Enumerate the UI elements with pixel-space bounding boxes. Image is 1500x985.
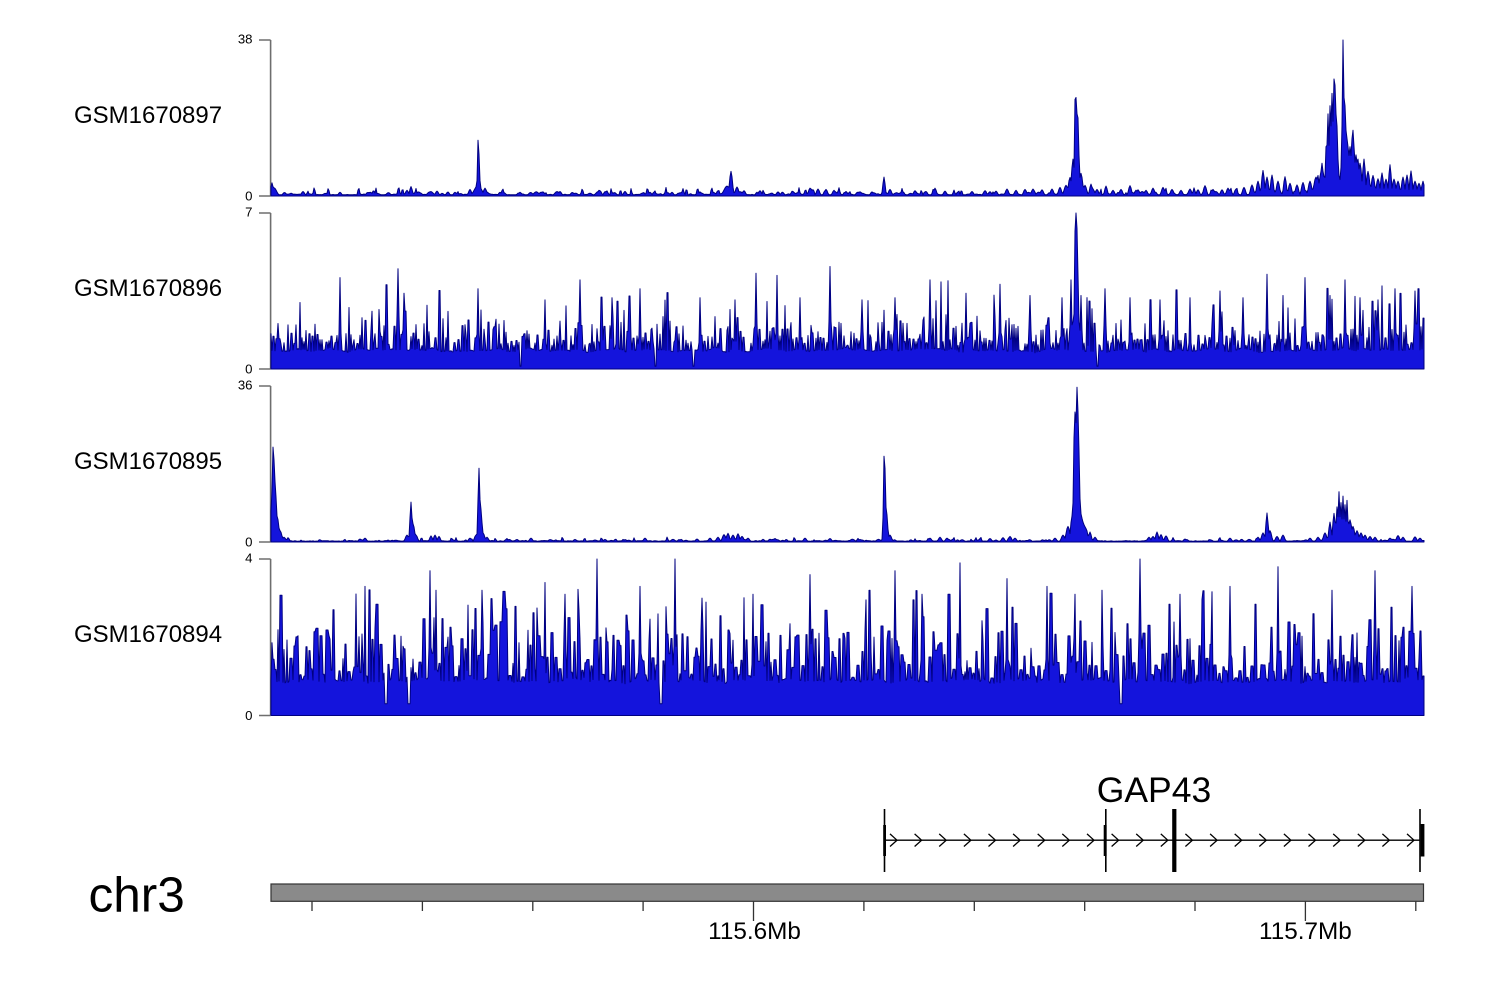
svg-text:GAP43: GAP43 bbox=[1097, 770, 1211, 810]
svg-text:0: 0 bbox=[245, 362, 252, 377]
svg-text:GSM1670895: GSM1670895 bbox=[74, 448, 222, 475]
svg-text:GSM1670894: GSM1670894 bbox=[74, 621, 222, 648]
svg-text:115.6Mb: 115.6Mb bbox=[708, 918, 801, 945]
svg-text:GSM1670897: GSM1670897 bbox=[74, 102, 222, 129]
svg-text:38: 38 bbox=[238, 31, 253, 46]
svg-text:7: 7 bbox=[245, 204, 252, 219]
svg-text:0: 0 bbox=[245, 535, 252, 550]
svg-text:GSM1670896: GSM1670896 bbox=[74, 275, 222, 302]
svg-text:36: 36 bbox=[238, 377, 253, 392]
svg-text:0: 0 bbox=[245, 708, 252, 723]
svg-text:chr3: chr3 bbox=[89, 868, 185, 923]
svg-text:0: 0 bbox=[245, 189, 252, 204]
svg-text:4: 4 bbox=[245, 550, 252, 565]
svg-text:115.7Mb: 115.7Mb bbox=[1259, 918, 1352, 945]
